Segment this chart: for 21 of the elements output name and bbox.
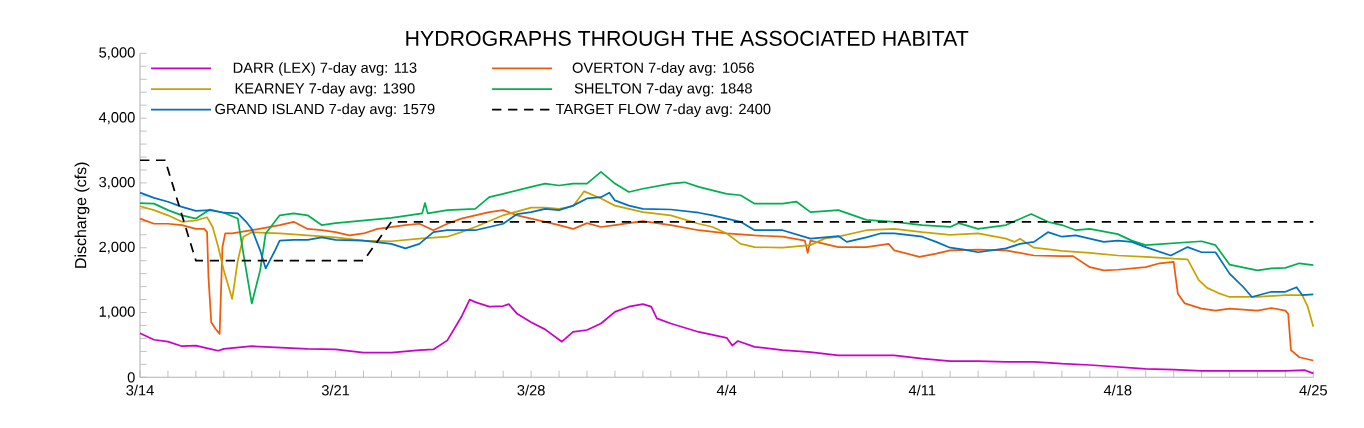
legend-label: SHELTON 7-day avg: 1848 xyxy=(574,82,752,97)
legend-label: TARGET FLOW 7-day avg: 2400 xyxy=(555,103,771,118)
x-tick-label: 4/11 xyxy=(908,384,936,396)
x-tick-label: 4/4 xyxy=(716,384,737,396)
y-tick-label: 1,000 xyxy=(99,306,135,319)
legend-label: KEARNEY 7-day avg: 1390 xyxy=(235,82,415,97)
y-tick-label: 5,000 xyxy=(99,47,135,60)
legend-label: GRAND ISLAND 7-day avg: 1579 xyxy=(215,103,435,118)
x-tick-label: 4/18 xyxy=(1103,384,1132,396)
y-tick-label: 2,000 xyxy=(99,241,135,254)
x-tick-label: 3/14 xyxy=(126,384,154,396)
y-tick-label: 0 xyxy=(127,372,135,383)
y-axis-title: Discharge (cfs) xyxy=(74,162,90,268)
y-tick-label: 3,000 xyxy=(99,176,135,189)
legend-label: OVERTON 7-day avg: 1056 xyxy=(572,62,754,76)
x-tick-label: 3/21 xyxy=(321,384,350,396)
x-tick-label: 3/28 xyxy=(517,384,545,396)
legend-label: DARR (LEX) 7-day avg: 113 xyxy=(233,62,417,76)
chart-title: HYDROGRAPHS THROUGH THE ASSOCIATED HABITAT xyxy=(406,30,969,46)
x-tick-label: 4/25 xyxy=(1299,384,1327,396)
y-tick-label: 4,000 xyxy=(98,112,135,125)
